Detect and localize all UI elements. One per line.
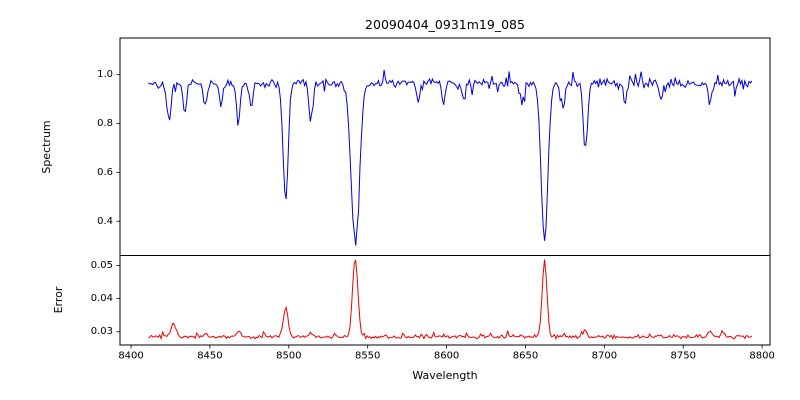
- x-axis-label: Wavelength: [412, 369, 477, 382]
- error-line: [148, 259, 753, 341]
- x-tick-label: 8700: [592, 350, 617, 361]
- panel-spine-spectrum: [119, 37, 771, 256]
- y-tick-label: 0.8: [97, 118, 113, 129]
- spectrum-line: [148, 69, 753, 246]
- y-tick-label: 0.4: [97, 216, 113, 227]
- y-axis-label-error: Error: [52, 286, 65, 313]
- x-tick-label: 8750: [671, 350, 696, 361]
- x-tick-label: 8550: [355, 350, 380, 361]
- plot-render-layer: 0.4 0.6 0.8 1.0 0.03 0.04 0.05 8400 8450 8500 8550…: [91, 37, 775, 361]
- x-tick-label: 8450: [197, 350, 222, 361]
- y-tick-label: 1.0: [97, 69, 113, 80]
- y-axis-label-spectrum: Spectrum: [40, 120, 53, 173]
- y-tick-label: 0.6: [97, 167, 113, 178]
- x-tick-label: 8650: [513, 350, 538, 361]
- x-tick-label: 8800: [749, 350, 774, 361]
- x-tick-label: 8600: [434, 350, 459, 361]
- y-tick-label: 0.04: [91, 293, 113, 304]
- y-tick-label: 0.05: [91, 260, 113, 271]
- panel-spine-error: [119, 255, 771, 346]
- x-tick-label: 8500: [276, 350, 301, 361]
- x-tick-label: 8400: [118, 350, 143, 361]
- y-tick-label: 0.03: [91, 326, 113, 337]
- chart-title: 20090404_0931m19_085: [365, 17, 525, 32]
